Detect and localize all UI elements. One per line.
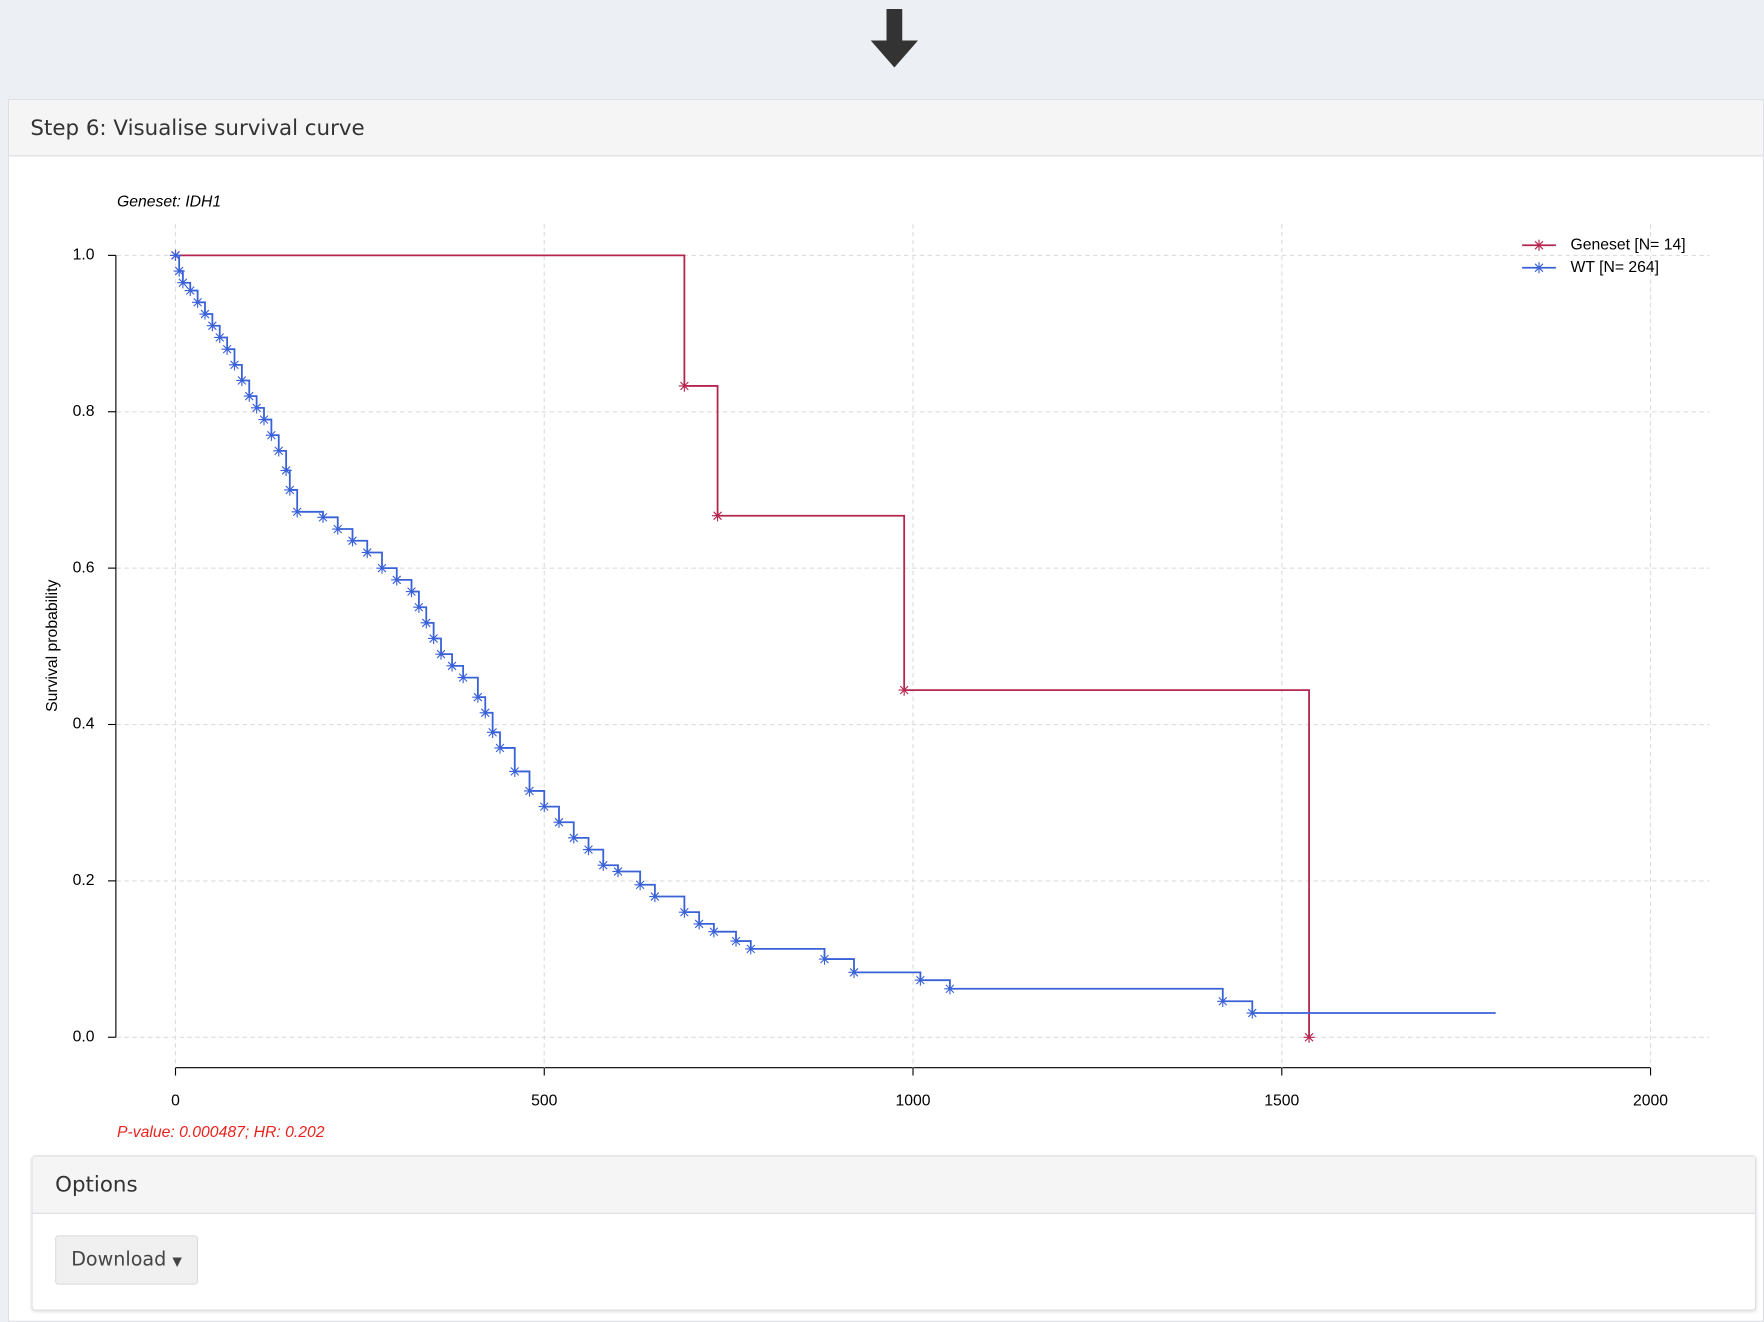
censor-mark xyxy=(944,983,956,995)
censor-mark xyxy=(258,413,270,426)
y-axis-label: Survival probability xyxy=(44,580,61,712)
censor-mark xyxy=(553,816,565,828)
censor-mark xyxy=(317,511,329,523)
censor-mark xyxy=(457,671,469,684)
censor-mark xyxy=(914,974,927,986)
legend-label: Geneset [N= 14] xyxy=(1571,236,1686,253)
censor-mark xyxy=(538,800,550,813)
survival-curve xyxy=(175,254,1310,1038)
censor-mark xyxy=(228,359,241,371)
censor-mark xyxy=(214,331,226,344)
censor-mark xyxy=(435,648,447,660)
censor-mark xyxy=(291,506,303,518)
censor-mark xyxy=(509,765,521,778)
censor-mark xyxy=(472,691,484,703)
censor-mark xyxy=(693,918,705,930)
y-tick-label: 0.0 xyxy=(73,1028,95,1045)
censor-mark xyxy=(284,484,296,496)
censor-mark xyxy=(177,277,189,289)
censor-mark xyxy=(479,707,491,719)
x-tick-label: 1500 xyxy=(1264,1093,1299,1110)
chart-subtitle: Geneset: IDH1 xyxy=(117,194,221,211)
censor-mark xyxy=(523,785,536,797)
censor-mark xyxy=(332,523,344,535)
legend-marker xyxy=(1533,262,1545,274)
censor-mark xyxy=(597,859,609,871)
censor-mark xyxy=(711,510,724,522)
censor-mark xyxy=(708,926,720,938)
censor-mark xyxy=(818,953,831,965)
caret: ▼ xyxy=(172,1254,182,1269)
censor-mark xyxy=(1217,995,1229,1007)
censor-mark xyxy=(634,879,646,891)
annotation: P-value: 0.000487; HR: 0.202 xyxy=(117,1124,325,1141)
download-label: Download xyxy=(71,1248,167,1272)
download-button[interactable]: Download ▼ xyxy=(55,1235,198,1285)
x-tick-label: 0 xyxy=(171,1093,180,1110)
censor-mark xyxy=(730,935,742,947)
options-panel: Options Download ▼ xyxy=(31,1155,1757,1311)
legend-marker xyxy=(1533,239,1545,251)
y-tick-label: 0.8 xyxy=(73,403,95,420)
survival-curve xyxy=(175,254,1496,1014)
censor-mark xyxy=(361,546,373,559)
censor-mark xyxy=(199,308,211,320)
down-arrow xyxy=(870,9,918,68)
arrow-area xyxy=(870,9,918,68)
censor-mark xyxy=(1303,1031,1315,1043)
y-tick-label: 0.6 xyxy=(73,559,95,576)
censor-mark xyxy=(273,445,285,457)
y-tick-label: 0.2 xyxy=(73,872,95,889)
censor-mark xyxy=(236,374,248,387)
censor-mark xyxy=(428,632,440,645)
censor-mark xyxy=(250,402,263,414)
censor-mark xyxy=(898,684,910,696)
censor-mark xyxy=(280,464,292,477)
censor-mark xyxy=(568,832,580,844)
x-tick-label: 500 xyxy=(531,1093,558,1110)
step-panel: Step 6: Visualise survival curve Options… xyxy=(7,99,1764,1322)
censor-mark xyxy=(391,574,403,586)
censor-mark xyxy=(265,429,277,441)
censor-mark xyxy=(494,742,506,754)
censor-mark xyxy=(487,726,499,738)
y-tick-label: 1.0 xyxy=(73,247,95,264)
censor-mark xyxy=(413,601,425,613)
panel-title: Step 6: Visualise survival curve xyxy=(9,100,1763,157)
legend-label: WT [N= 264] xyxy=(1571,259,1660,276)
censor-mark xyxy=(184,284,196,297)
censor-mark xyxy=(405,585,418,598)
censor-mark xyxy=(420,617,432,629)
x-tick-label: 2000 xyxy=(1633,1093,1668,1110)
censor-mark xyxy=(206,320,218,332)
censor-mark xyxy=(221,343,233,355)
censor-mark xyxy=(612,865,624,878)
censor-mark xyxy=(191,296,204,308)
censor-mark xyxy=(446,660,458,672)
censor-mark xyxy=(848,966,860,978)
censor-mark xyxy=(376,562,388,574)
censor-mark xyxy=(243,390,255,402)
y-tick-label: 0.4 xyxy=(73,716,95,733)
censor-mark xyxy=(346,535,359,547)
censor-mark xyxy=(745,943,757,955)
censor-mark xyxy=(173,265,185,277)
options-title: Options xyxy=(32,1156,1755,1214)
censor-mark xyxy=(1246,1007,1258,1019)
censor-mark xyxy=(582,843,595,856)
censor-mark xyxy=(678,906,691,918)
censor-mark xyxy=(678,380,691,392)
censor-mark xyxy=(649,890,661,903)
chart: Geneset: IDH1 P-value: 0.000487; HR: 0.2… xyxy=(44,194,1710,1141)
x-tick-label: 1000 xyxy=(895,1093,930,1110)
censor-mark xyxy=(169,249,182,261)
